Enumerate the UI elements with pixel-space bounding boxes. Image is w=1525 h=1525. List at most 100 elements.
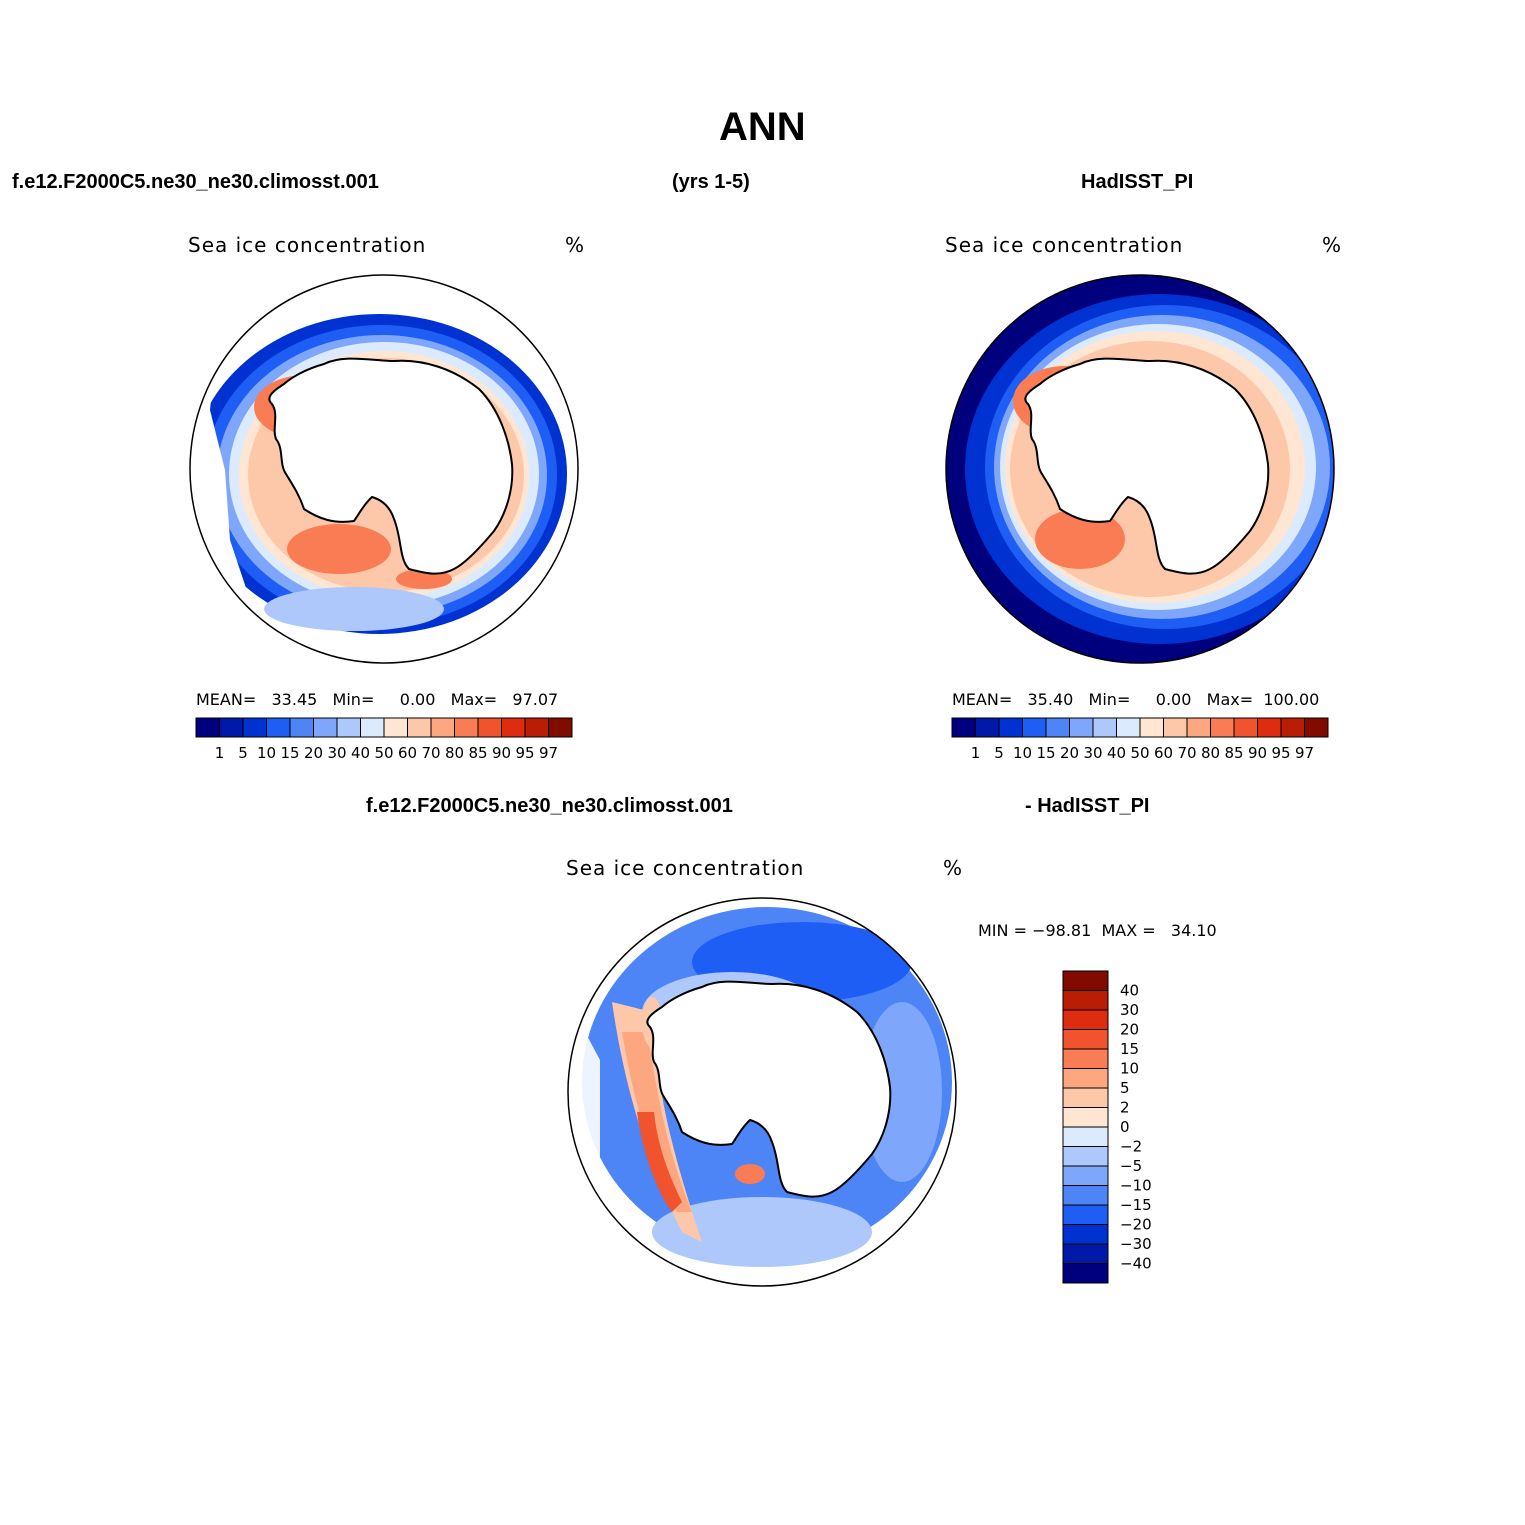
diff-colorbar-swatch	[1062, 1185, 1109, 1206]
model-panel-title: Sea ice concentration	[188, 233, 427, 257]
diff-stats: MIN = −98.81 MAX = 34.10	[978, 921, 1217, 940]
diff-colorbar-swatch	[1062, 1243, 1109, 1264]
obs-map	[946, 275, 1334, 663]
diff-colorbar-swatch	[1062, 1224, 1109, 1245]
diff-colorbar-tick-label: 0	[1120, 1118, 1130, 1136]
obs-colorbar-tick-label: 40	[1107, 744, 1126, 762]
model-colorbar-tick-label: 90	[492, 744, 511, 762]
diff-colorbar-tick-label: −2	[1120, 1138, 1142, 1156]
model-colorbar-tick-label: 85	[468, 744, 487, 762]
diff-colorbar-tick-label: 10	[1120, 1060, 1139, 1078]
diff-colorbar-tick-label: 5	[1120, 1079, 1130, 1097]
model-colorbar-swatch	[477, 717, 502, 738]
model-colorbar-swatch	[313, 717, 338, 738]
model-colorbar-tick-label: 95	[515, 744, 534, 762]
obs-colorbar-swatch	[1116, 717, 1141, 738]
obs-colorbar-tick-label: 10	[1013, 744, 1032, 762]
diff-colorbar-tick-label: −10	[1120, 1177, 1152, 1195]
diff-colorbar-swatch	[1062, 1009, 1109, 1030]
model-colorbar-swatch	[524, 717, 549, 738]
obs-colorbar-swatch	[1045, 717, 1070, 738]
obs-colorbar-swatch	[1022, 717, 1047, 738]
diff-colorbar-swatch	[1062, 1146, 1109, 1167]
model-colorbar-swatch	[195, 717, 220, 738]
model-colorbar-tick-label: 40	[351, 744, 370, 762]
model-colorbar-tick-label: 15	[280, 744, 299, 762]
obs-colorbar-tick-label: 90	[1248, 744, 1267, 762]
model-colorbar-tick-label: 30	[327, 744, 346, 762]
diff-colorbar-swatch	[1062, 1029, 1109, 1050]
obs-colorbar-swatch	[1280, 717, 1305, 738]
model-colorbar-tick-label: 97	[539, 744, 558, 762]
obs-colorbar-tick-label: 1	[971, 744, 981, 762]
obs-colorbar: 1 5 10 15 20 30 40 50 60 70 80 85 90 95 97	[951, 717, 1329, 762]
obs-colorbar-tick-label: 20	[1060, 744, 1079, 762]
obs-colorbar-tick-label: 5	[994, 744, 1004, 762]
diff-panel-units: %	[943, 856, 964, 880]
obs-colorbar-tick-label: 60	[1154, 744, 1173, 762]
diff-colorbar-tick-label: −15	[1120, 1196, 1152, 1214]
diff-colorbar-swatch	[1062, 1126, 1109, 1147]
obs-colorbar-swatch	[1092, 717, 1117, 738]
diff-colorbar-tick-label: −20	[1120, 1216, 1152, 1234]
model-colorbar: 1 5 10 15 20 30 40 50 60 70 80 85 90 95 97	[195, 717, 573, 762]
obs-colorbar-swatch	[1233, 717, 1258, 738]
diff-panel-title: Sea ice concentration	[566, 856, 805, 880]
obs-colorbar-tick-label: 50	[1130, 744, 1149, 762]
model-colorbar-tick-label: 60	[398, 744, 417, 762]
model-colorbar-tick-label: 5	[238, 744, 248, 762]
model-colorbar-swatch	[336, 717, 361, 738]
obs-colorbar-swatch	[1163, 717, 1188, 738]
years-label: (yrs 1-5)	[672, 171, 750, 193]
obs-colorbar-swatch	[1186, 717, 1211, 738]
obs-map-border	[945, 274, 1335, 664]
obs-colorbar-tick-label: 70	[1177, 744, 1196, 762]
diff-map	[568, 907, 952, 1286]
diff-colorbar-tick-label: 40	[1120, 982, 1139, 1000]
obs-colorbar-swatch	[1139, 717, 1164, 738]
model-colorbar-swatch	[501, 717, 526, 738]
obs-stats: MEAN= 35.40 Min= 0.00 Max= 100.00	[952, 690, 1320, 709]
obs-colorbar-tick-label: 95	[1271, 744, 1290, 762]
diff-colorbar-tick-label: 15	[1120, 1040, 1139, 1058]
diff-colorbar-tick-label: 20	[1120, 1021, 1139, 1039]
obs-colorbar-tick-label: 85	[1224, 744, 1243, 762]
model-colorbar-swatch	[383, 717, 408, 738]
diff-colorbar-tick-label: 30	[1120, 1001, 1139, 1019]
diff-colorbar-swatch	[1062, 1068, 1109, 1089]
obs-colorbar-tick-label: 97	[1295, 744, 1314, 762]
obs-colorbar-swatch	[1210, 717, 1235, 738]
obs-colorbar-swatch	[998, 717, 1023, 738]
obs-colorbar-swatch	[1257, 717, 1282, 738]
diff-colorbar-tick-label: −30	[1120, 1235, 1152, 1253]
diff-colorbar-swatch	[1062, 1048, 1109, 1069]
model-colorbar-swatch	[289, 717, 314, 738]
diff-colorbar-swatch	[1062, 1204, 1109, 1225]
model-colorbar-tick-label: 70	[421, 744, 440, 762]
diff-colorbar-swatch	[1062, 1107, 1109, 1128]
diff-colorbar-tick-label: 2	[1120, 1099, 1130, 1117]
model-colorbar-tick-label: 80	[445, 744, 464, 762]
model-colorbar-swatch	[360, 717, 385, 738]
obs-colorbar-swatch	[951, 717, 976, 738]
obs-colorbar-swatch	[1069, 717, 1094, 738]
model-colorbar-swatch	[454, 717, 479, 738]
diff-colorbar-tick-label: −40	[1120, 1255, 1152, 1273]
diff-colorbar-swatch	[1062, 970, 1109, 991]
model-colorbar-swatch	[407, 717, 432, 738]
model-case-label: f.e12.F2000C5.ne30_ne30.climosst.001	[12, 171, 379, 193]
obs-colorbar-tick-label: 80	[1201, 744, 1220, 762]
model-colorbar-swatch	[266, 717, 291, 738]
obs-panel-title: Sea ice concentration	[945, 233, 1184, 257]
diff-colorbar-swatch	[1062, 1263, 1109, 1284]
main-title: ANN	[719, 105, 806, 149]
diff-colorbar-swatch	[1062, 990, 1109, 1011]
model-colorbar-tick-label: 1	[215, 744, 225, 762]
model-colorbar-swatch	[242, 717, 267, 738]
model-colorbar-swatch	[430, 717, 455, 738]
obs-colorbar-swatch	[1304, 717, 1329, 738]
diff-obs-label: - HadISST_PI	[1025, 795, 1150, 817]
model-map-border	[189, 274, 579, 664]
model-panel-units: %	[565, 233, 586, 257]
